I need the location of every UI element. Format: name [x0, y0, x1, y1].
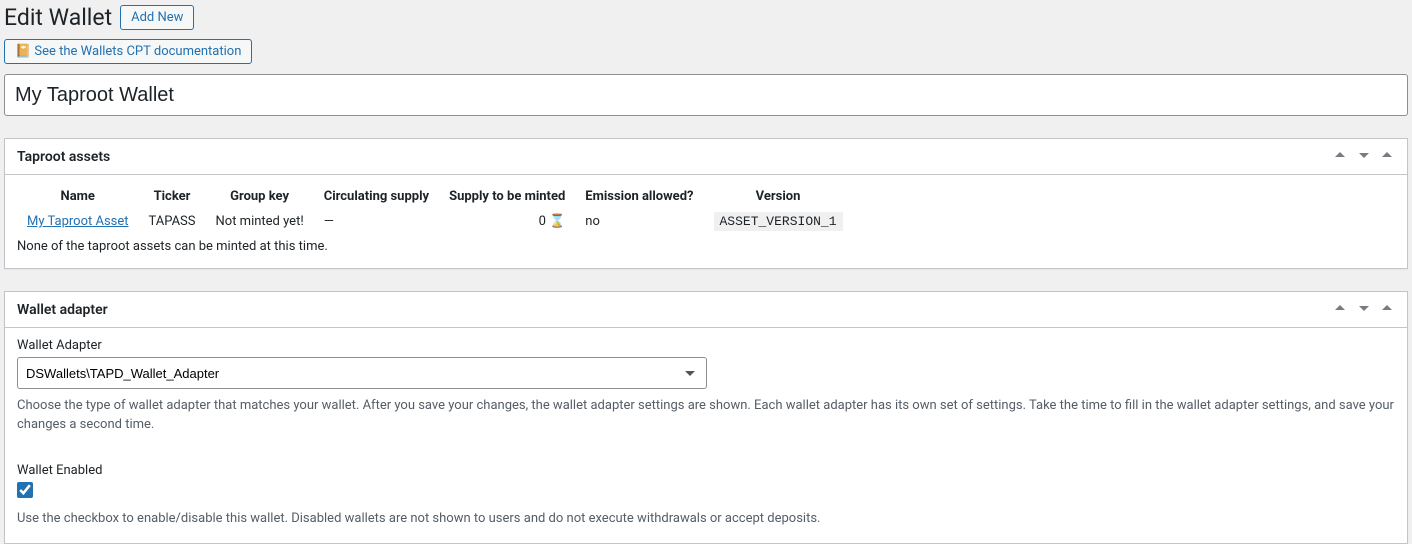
asset-circulating: — — [314, 210, 439, 233]
panel-title-adapter: Wallet adapter — [17, 302, 108, 318]
page-title: Edit Wallet — [4, 4, 112, 31]
taproot-assets-panel: Taproot assets Name Ticker Group key Cir… — [4, 138, 1408, 269]
wallet-enabled-label: Wallet Enabled — [17, 463, 1395, 478]
asset-ticker: TAPASS — [139, 210, 206, 233]
adapter-help-text: Choose the type of wallet adapter that m… — [17, 397, 1395, 435]
collapse-icon[interactable] — [1379, 147, 1395, 167]
col-supply-to-mint: Supply to be minted — [439, 185, 575, 210]
collapse-icon[interactable] — [1379, 300, 1395, 320]
asset-group-key: Not minted yet! — [206, 210, 314, 233]
asset-version: ASSET_VERSION_1 — [714, 212, 843, 231]
wallet-adapter-panel: Wallet adapter Wallet Adapter DSWallets\… — [4, 291, 1408, 544]
panel-title-assets: Taproot assets — [17, 149, 110, 165]
col-circulating: Circulating supply — [314, 185, 439, 210]
col-ticker: Ticker — [139, 185, 206, 210]
wallet-enabled-checkbox[interactable] — [17, 482, 33, 498]
hourglass-icon: ⌛ — [549, 214, 565, 229]
wallet-adapter-select[interactable]: DSWallets\TAPD_Wallet_Adapter — [17, 357, 707, 389]
wallet-title-input[interactable] — [4, 74, 1408, 116]
col-emission: Emission allowed? — [575, 185, 703, 210]
asset-supply-to-mint: 0 — [539, 214, 546, 229]
table-row: My Taproot Asset TAPASS Not minted yet! … — [17, 210, 853, 233]
add-new-button[interactable]: Add New — [120, 5, 194, 30]
col-group-key: Group key — [206, 185, 314, 210]
asset-name-link[interactable]: My Taproot Asset — [27, 214, 129, 229]
col-name: Name — [17, 185, 139, 210]
move-down-icon[interactable] — [1355, 299, 1373, 321]
move-up-icon[interactable] — [1331, 146, 1349, 168]
asset-emission: no — [575, 210, 703, 233]
assets-table: Name Ticker Group key Circulating supply… — [17, 185, 853, 233]
move-down-icon[interactable] — [1355, 146, 1373, 168]
assets-note: None of the taproot assets can be minted… — [17, 239, 1395, 254]
adapter-field-label: Wallet Adapter — [17, 338, 1395, 353]
move-up-icon[interactable] — [1331, 299, 1349, 321]
wallet-enabled-help: Use the checkbox to enable/disable this … — [17, 510, 1395, 529]
col-version: Version — [704, 185, 853, 210]
documentation-link[interactable]: 📔 See the Wallets CPT documentation — [4, 39, 252, 64]
